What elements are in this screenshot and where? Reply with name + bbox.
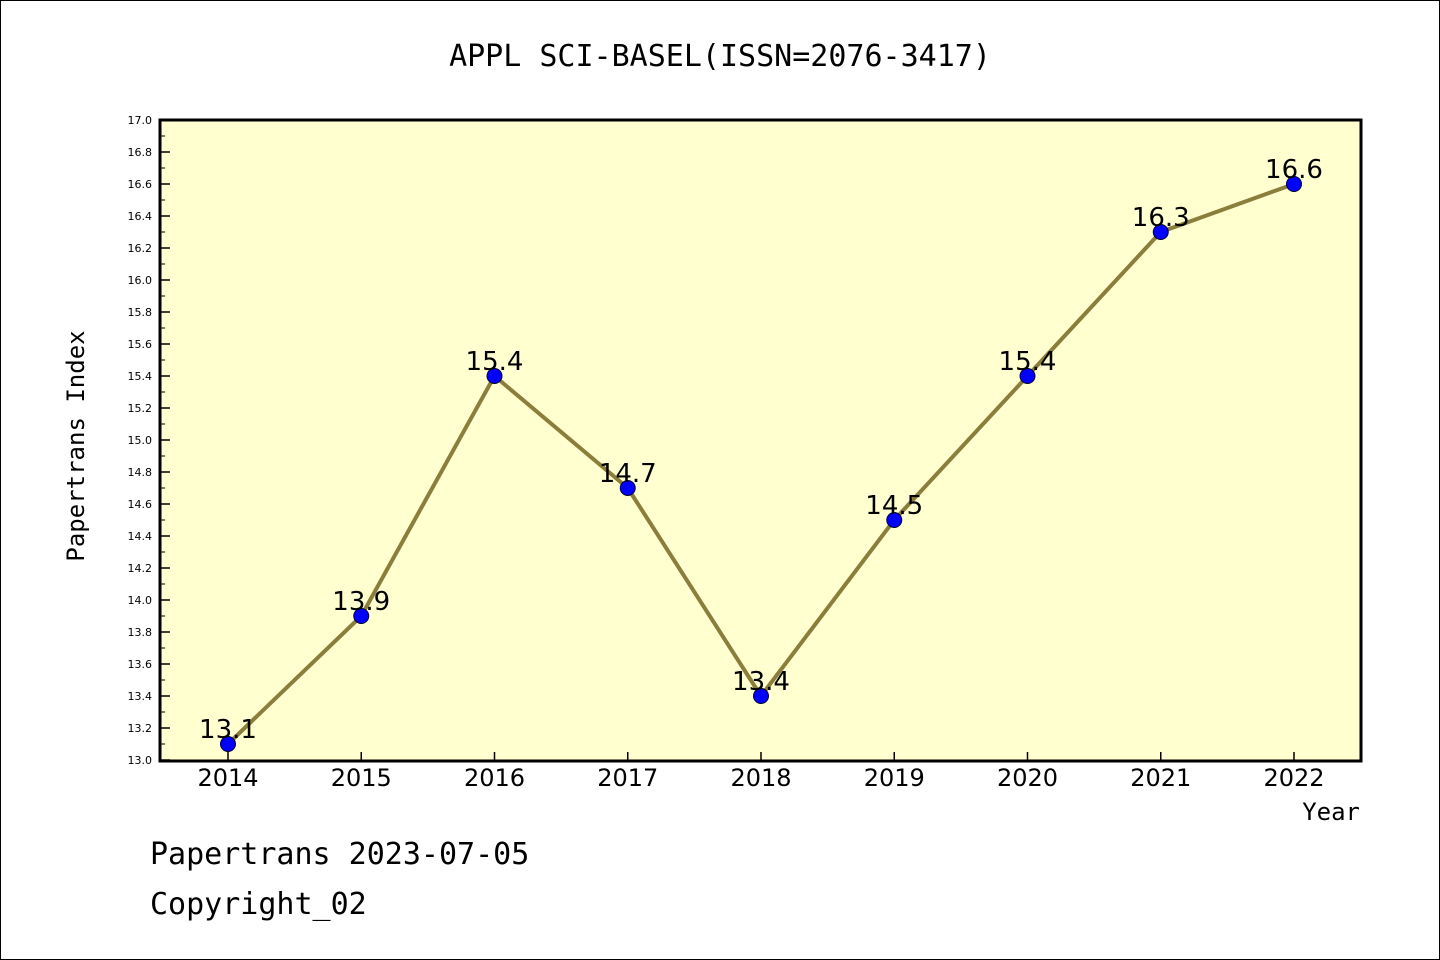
chart-title: APPL SCI-BASEL(ISSN=2076-3417) (449, 39, 991, 74)
data-point-marker (619, 480, 636, 496)
y-tick-label: 14.8 (128, 466, 153, 479)
x-axis-label: Year (1302, 798, 1360, 826)
y-tick-label: 16.4 (128, 210, 153, 223)
data-point-marker (753, 688, 769, 704)
x-tick-label: 2015 (331, 764, 392, 792)
y-tick-label: 16.8 (128, 146, 153, 159)
x-axis: 2014 2015 2016 2017 2018 2019 2020 2021 2022 (197, 752, 1325, 792)
y-tick-label: 16.6 (128, 178, 153, 191)
y-tick-label: 13.8 (128, 626, 153, 639)
data-labels: 13.1 13.9 15.4 14.7 13.4 14.5 15.4 16.3 16.6 (199, 155, 1323, 745)
data-label: 13.9 (332, 587, 390, 617)
y-tick-label: 15.2 (128, 402, 153, 415)
y-tick-label: 13.6 (128, 658, 153, 671)
y-tick-label: 15.8 (128, 306, 153, 319)
data-point-marker (220, 736, 236, 752)
footer-date: Papertrans 2023-07-05 (150, 837, 529, 872)
data-point-marker (486, 368, 503, 384)
y-tick-label: 17.0 (128, 114, 153, 127)
y-tick-label: 15.0 (128, 434, 153, 447)
y-tick-label: 13.0 (128, 754, 153, 767)
y-tick-label: 15.4 (128, 370, 153, 383)
data-point-marker (353, 608, 370, 624)
data-label: 15.4 (999, 347, 1057, 377)
y-axis-label: Papertrans Index (62, 330, 90, 561)
data-label: 16.3 (1132, 203, 1190, 233)
x-tick-label: 2020 (997, 764, 1058, 792)
x-tick-label: 2017 (597, 764, 658, 792)
x-tick-label: 2022 (1263, 764, 1324, 792)
series-line-group (220, 176, 1302, 752)
x-tick-label: 2016 (464, 764, 525, 792)
data-label: 14.5 (865, 491, 923, 521)
y-tick-label: 14.2 (128, 562, 153, 575)
data-point-marker (886, 512, 903, 528)
x-tick-label: 2014 (197, 764, 258, 792)
data-point-marker (1019, 368, 1036, 384)
y-tick-label: 14.4 (128, 530, 153, 543)
data-label: 15.4 (466, 347, 524, 377)
y-tick-label: 15.6 (128, 338, 153, 351)
data-label: 16.6 (1265, 155, 1323, 185)
footer-copyright: Copyright_02 (150, 887, 367, 922)
y-tick-label: 16.0 (128, 274, 153, 287)
y-tick-label: 14.6 (128, 498, 153, 511)
y-tick-label: 14.0 (128, 594, 153, 607)
x-tick-label: 2019 (864, 764, 925, 792)
x-tick-label: 2021 (1130, 764, 1191, 792)
y-tick-label: 16.2 (128, 242, 153, 255)
y-tick-label: 13.4 (128, 690, 153, 703)
data-label: 13.4 (732, 667, 790, 697)
data-label: 13.1 (199, 715, 257, 745)
data-point-marker (1286, 176, 1302, 192)
data-label: 14.7 (599, 459, 657, 489)
data-point-marker (1152, 224, 1169, 240)
y-axis: 13.0 13.2 13.4 13.6 13.8 14.0 14.2 14.4 14.6 14.8… (128, 114, 170, 767)
x-tick-label: 2018 (730, 764, 791, 792)
y-tick-label: 13.2 (128, 722, 153, 735)
